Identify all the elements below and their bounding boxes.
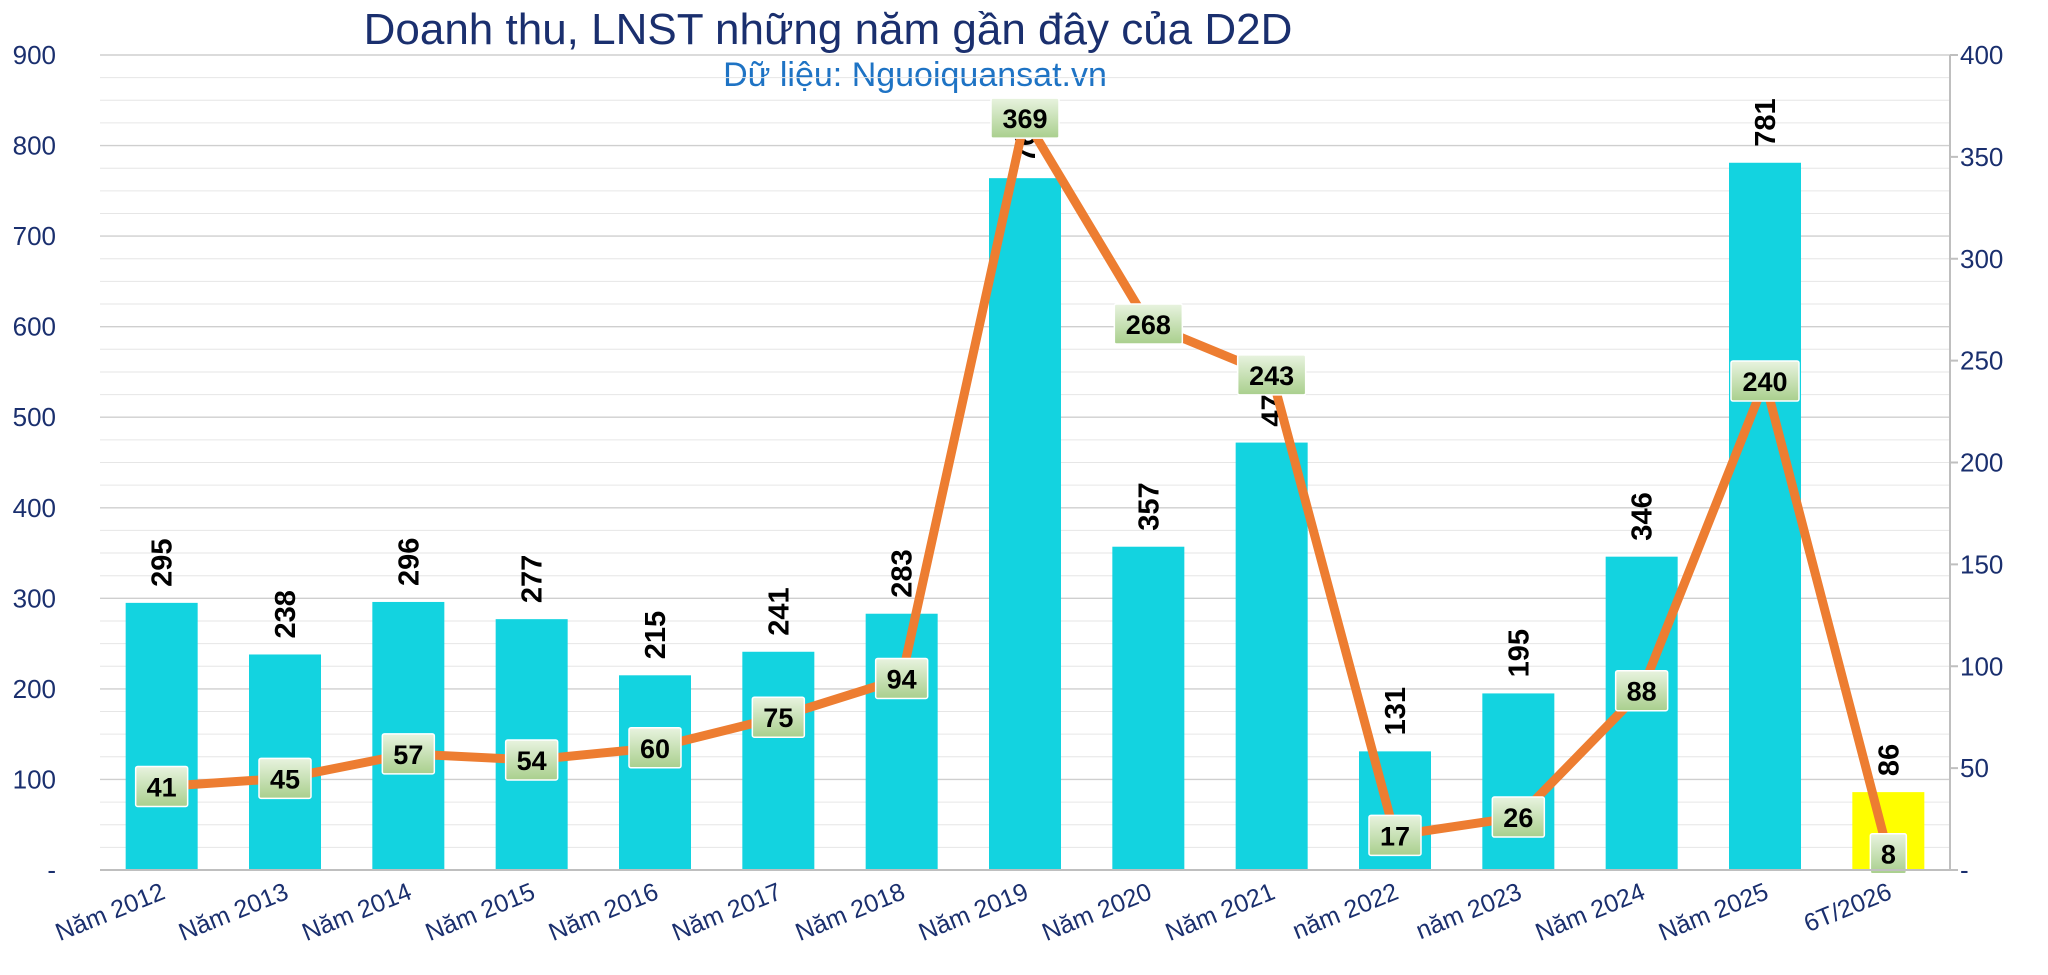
revenue-bar xyxy=(1112,546,1185,870)
revenue-bar-label: 277 xyxy=(517,555,549,603)
profit-point-marker xyxy=(1368,814,1422,857)
profit-point-marker xyxy=(751,696,806,738)
x-axis-tick: Năm 2018 xyxy=(791,878,908,947)
chart-subtitle: Dữ liệu: Nguoiquansat.vn xyxy=(723,56,1107,94)
profit-point-marker xyxy=(1730,360,1800,402)
profit-point-label: 88 xyxy=(1627,677,1657,707)
right-axis-tick: 400 xyxy=(1960,40,2003,70)
revenue-bar-label: 357 xyxy=(1133,482,1165,530)
revenue-bar-label: 296 xyxy=(393,538,425,586)
left-axis-tick: 700 xyxy=(13,221,56,251)
profit-point-label: 243 xyxy=(1249,361,1294,391)
left-axis-tick: 100 xyxy=(13,764,56,794)
profit-point-marker xyxy=(504,739,559,781)
profit-point-label: 17 xyxy=(1380,821,1410,851)
profit-point-marker xyxy=(134,765,189,808)
profit-point-label: 54 xyxy=(517,746,547,776)
left-axis-tick: 200 xyxy=(13,674,56,704)
left-axis-tick: 300 xyxy=(13,583,56,613)
right-axis-tick: 100 xyxy=(1960,651,2003,681)
profit-point-marker xyxy=(1113,303,1184,345)
revenue-bar xyxy=(742,651,815,870)
x-axis-tick: Năm 2017 xyxy=(668,878,785,947)
profit-point-label: 75 xyxy=(763,703,793,733)
profit-point-label: 240 xyxy=(1742,367,1787,397)
profit-point-label: 57 xyxy=(393,740,423,770)
x-axis-tick: Năm 2014 xyxy=(298,878,416,947)
revenue-bar xyxy=(1729,162,1801,870)
profit-point-label: 369 xyxy=(1002,104,1047,134)
right-axis-tick: 50 xyxy=(1960,753,1989,783)
x-axis-tick: Năm 2012 xyxy=(51,878,168,947)
left-axis-tick: 500 xyxy=(13,402,56,432)
left-axis-tick: 400 xyxy=(13,493,56,523)
revenue-bar-label: 781 xyxy=(1750,98,1782,146)
right-axis-tick: 250 xyxy=(1960,346,2003,376)
profit-point-label: 268 xyxy=(1126,310,1171,340)
profit-point-label: 45 xyxy=(270,764,300,794)
revenue-bar-label: 283 xyxy=(887,549,919,597)
revenue-bar xyxy=(1235,442,1308,870)
revenue-bar xyxy=(125,602,198,870)
revenue-bar-label: 238 xyxy=(270,590,302,638)
revenue-bar-label: 131 xyxy=(1380,687,1412,735)
revenue-bar-label: 346 xyxy=(1627,492,1659,540)
x-axis-tick: năm 2023 xyxy=(1412,878,1526,946)
right-axis-tick: 300 xyxy=(1960,244,2003,274)
right-axis-tick: - xyxy=(1960,855,1969,885)
profit-point-label: 41 xyxy=(147,772,177,802)
revenue-bar xyxy=(619,675,691,870)
profit-point-marker xyxy=(1869,832,1908,875)
profit-point-marker xyxy=(1614,669,1669,712)
profit-point-label: 60 xyxy=(640,734,670,764)
revenue-bar xyxy=(865,613,938,870)
profit-point-marker xyxy=(1236,354,1307,396)
x-axis-tick: Năm 2025 xyxy=(1655,878,1772,947)
revenue-bar-label: 195 xyxy=(1503,629,1535,677)
right-axis-tick: 200 xyxy=(1960,448,2003,478)
x-axis-tick: Năm 2020 xyxy=(1038,878,1155,947)
revenue-bar-label: 215 xyxy=(640,611,672,659)
profit-point-label: 26 xyxy=(1503,803,1533,833)
left-axis-tick: 800 xyxy=(13,131,56,161)
revenue-bar-label: 295 xyxy=(147,538,179,586)
x-axis-tick: Năm 2021 xyxy=(1161,878,1278,947)
profit-point-marker xyxy=(381,733,436,775)
revenue-bar-label: 86 xyxy=(1873,744,1905,776)
left-axis-tick: - xyxy=(47,855,56,885)
left-axis-tick: 600 xyxy=(13,312,56,342)
profit-point-marker xyxy=(990,97,1060,139)
right-axis-tick: 150 xyxy=(1960,549,2003,579)
x-axis-tick: Năm 2016 xyxy=(545,878,662,947)
left-axis-tick: 900 xyxy=(13,40,56,70)
right-axis-tick: 350 xyxy=(1960,142,2003,172)
revenue-bar-label: 241 xyxy=(763,587,795,635)
x-axis-tick: Năm 2024 xyxy=(1531,878,1649,947)
revenue-bar xyxy=(1482,693,1555,870)
x-axis-tick: 6T/2026 xyxy=(1800,878,1896,938)
x-axis-tick: Năm 2019 xyxy=(915,878,1032,947)
x-axis-tick: năm 2022 xyxy=(1289,878,1403,946)
profit-point-marker xyxy=(258,757,312,800)
x-axis-tick: Năm 2013 xyxy=(175,878,292,947)
x-axis-tick: Năm 2015 xyxy=(421,878,538,947)
chart-title: Doanh thu, LNST những năm gần đây của D2… xyxy=(364,5,1293,54)
profit-point-label: 8 xyxy=(1881,840,1896,870)
profit-point-label: 94 xyxy=(887,664,917,694)
profit-point-marker xyxy=(874,657,929,700)
profit-point-marker xyxy=(1491,796,1546,838)
revenue-bar xyxy=(989,178,1061,871)
profit-point-marker xyxy=(628,727,682,769)
